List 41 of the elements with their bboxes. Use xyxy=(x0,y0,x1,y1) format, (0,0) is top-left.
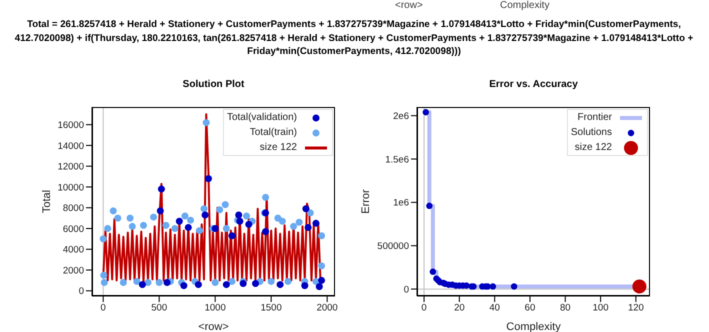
y-tick-label: 0 xyxy=(78,286,84,298)
x-tick-label: 1000 xyxy=(204,302,226,314)
legend-label: Total(validation) xyxy=(226,112,297,123)
legend-label: size 122 xyxy=(260,142,297,153)
y-tick-label: 16000 xyxy=(58,120,84,132)
y-tick-label: 1e6 xyxy=(393,198,409,209)
chart-title: Solution Plot xyxy=(182,79,246,90)
x-tick-label: 0 xyxy=(421,302,427,314)
y-tick-label: 4000 xyxy=(62,244,84,256)
text: Complexity xyxy=(500,0,550,11)
text: <row> xyxy=(395,0,423,11)
y-axis-title: Total xyxy=(40,190,53,214)
x-tick-label: 1500 xyxy=(260,302,282,314)
x-tick-label: 20 xyxy=(454,302,465,314)
y-tick-label: 2000 xyxy=(62,265,84,276)
y-tick-label: 8000 xyxy=(62,203,84,214)
y-axis-title: Error xyxy=(360,188,372,214)
x-tick-label: 0 xyxy=(100,302,106,314)
y-tick-label: 0 xyxy=(404,284,409,296)
y-tick-label: 12000 xyxy=(58,162,84,173)
text: Total = 261.8257418 + Herald + Stationery + CustomerPayments + 1.837275739*Magazine + 1.079148413*Lotto + Friday*min(CustomerPayments, 412.7020098) + if(Thursday, 180.2210163, tan(261.8257418 + Herald + Stationery + CustomerPayments + 1.837275739*Magazine + 1.079148413*Lotto + Friday*min(CustomerPayments, 412.7020098))) xyxy=(14,18,694,58)
y-tick-label: 2e6 xyxy=(393,111,409,122)
legend-label: size 122 xyxy=(574,142,612,153)
chart-title: Error vs. Accuracy xyxy=(488,79,579,90)
x-axis-title: <row> xyxy=(198,321,229,332)
legend-label: Total(train) xyxy=(250,127,297,138)
y-tick-label: 10000 xyxy=(58,182,84,194)
x-tick-label: 80 xyxy=(560,302,571,314)
x-tick-label: 100 xyxy=(592,302,609,314)
x-tick-label: 60 xyxy=(524,302,536,314)
legend-label: Solutions xyxy=(570,127,612,138)
y-tick-label: 6000 xyxy=(62,224,84,235)
y-tick-label: 1.5e6 xyxy=(385,154,409,166)
x-tick-label: 120 xyxy=(628,302,644,314)
x-tick-label: 500 xyxy=(151,302,168,314)
x-tick-label: 2000 xyxy=(316,302,338,314)
y-tick-label: 500000 xyxy=(377,241,409,252)
x-tick-label: 40 xyxy=(489,302,500,314)
y-tick-label: 14000 xyxy=(58,140,84,152)
legend-label: Frontier xyxy=(578,112,612,123)
x-axis-title: Complexity xyxy=(506,321,562,332)
